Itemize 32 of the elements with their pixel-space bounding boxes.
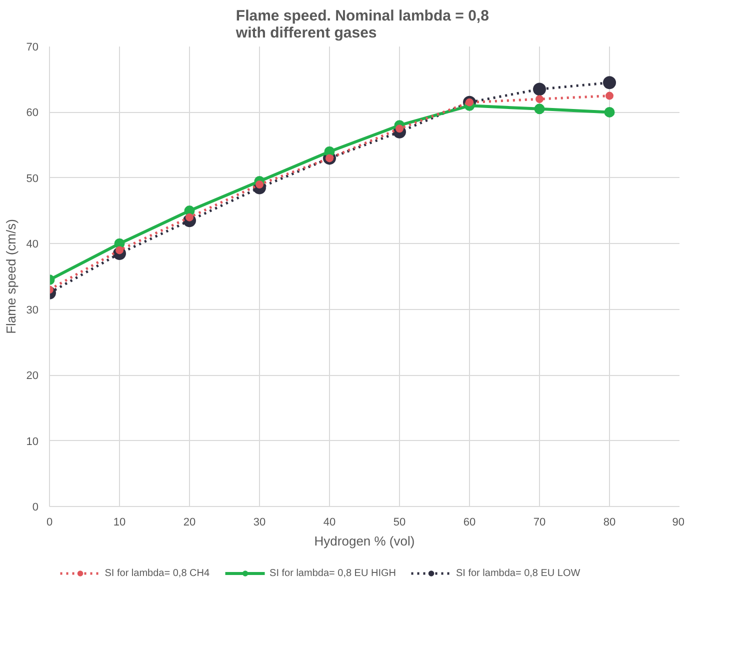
point <box>534 104 545 114</box>
x-tick-label: 30 <box>253 516 266 528</box>
y-tick-label: 40 <box>26 238 39 251</box>
point <box>604 106 615 118</box>
x-tick-label: 10 <box>113 516 126 528</box>
x-tick-label: 80 <box>603 516 616 528</box>
point <box>603 76 616 90</box>
x-tick-label: 20 <box>183 516 196 528</box>
legend-label: SI for lambda= 0,8 EU HIGH <box>270 567 396 579</box>
x-tick-label: 90 <box>672 516 685 528</box>
y-tick-label: 10 <box>26 436 39 448</box>
x-tick-label: 70 <box>533 516 546 528</box>
x-tick-label: 60 <box>463 516 476 528</box>
y-tick-label: 60 <box>26 107 39 120</box>
y-tick-label: 20 <box>26 370 39 382</box>
point <box>536 95 544 104</box>
legend-label: SI for lambda= 0,8 EU LOW <box>456 567 580 579</box>
x-axis-title: Hydrogen % (vol) <box>314 534 415 548</box>
chart-title: Flame speed. Nominal lambda = 0,8 with different gases <box>234 8 489 42</box>
point <box>606 92 614 100</box>
y-tick-label: 30 <box>26 304 39 316</box>
x-tick-label: 40 <box>323 516 336 528</box>
x-tick-label: 50 <box>393 516 406 528</box>
point <box>533 82 546 96</box>
legend-label: SI for lambda= 0,8 CH4 <box>104 567 210 579</box>
y-tick-label: 70 <box>26 42 39 54</box>
point <box>396 124 404 133</box>
y-tick-label: 0 <box>32 502 39 514</box>
x-tick-label: 0 <box>46 516 53 528</box>
point <box>256 180 264 188</box>
y-tick-label: 50 <box>26 172 39 185</box>
y-axis-title: Flame speed (cm/s) <box>3 219 18 334</box>
